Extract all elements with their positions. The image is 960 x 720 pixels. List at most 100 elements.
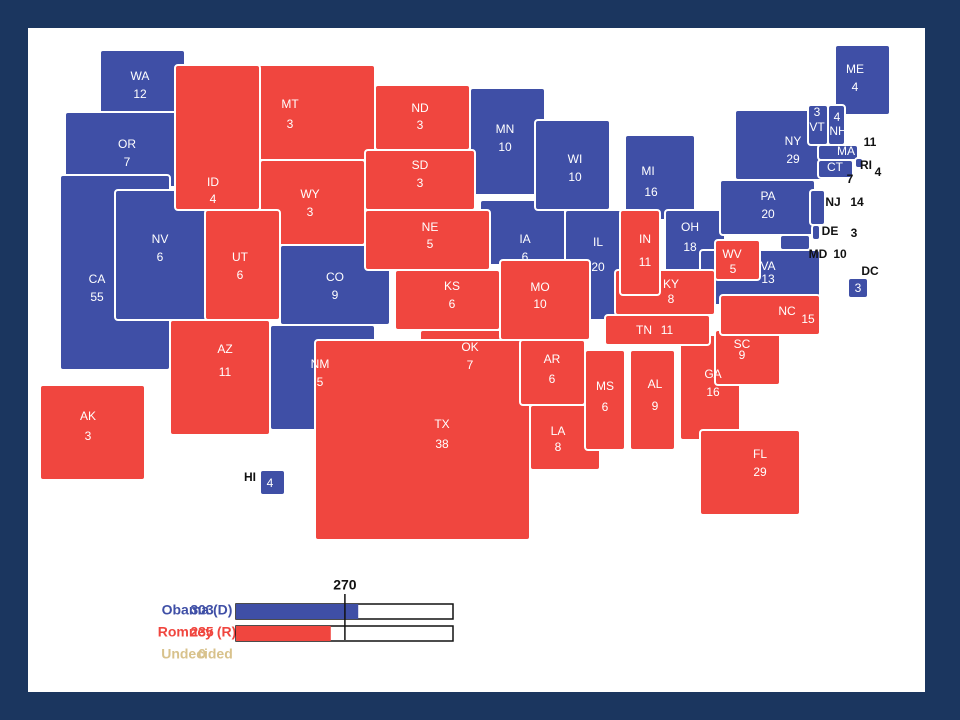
state-votes: 20 [591, 260, 605, 274]
state-shapes [39, 44, 891, 541]
state-abbr: NC [778, 304, 796, 318]
total-bar [236, 626, 331, 641]
state-abbr: DC [861, 264, 879, 278]
state-shape [259, 469, 286, 496]
state-abbr: NV [152, 232, 169, 246]
state-shape [629, 349, 676, 451]
state-abbr: VT [809, 120, 825, 134]
state-shape [719, 294, 821, 336]
state-votes: 55 [90, 290, 104, 304]
state-votes: 11 [639, 255, 652, 269]
state-shape [834, 44, 891, 116]
state-votes: 11 [219, 365, 232, 379]
state-votes: 3 [814, 105, 821, 119]
state-votes: 6 [449, 297, 456, 311]
state-votes: 20 [761, 207, 775, 221]
total-bar [236, 604, 359, 619]
state-votes: 10 [498, 140, 512, 154]
state-abbr: MD [809, 247, 828, 261]
state-abbr: VA [760, 259, 775, 273]
state-abbr: ND [411, 101, 429, 115]
state-shape [699, 429, 801, 516]
state-abbr: PA [760, 189, 775, 203]
state-votes: 14 [850, 195, 864, 209]
state-abbr: NE [422, 220, 439, 234]
state-shape [619, 209, 661, 296]
state-votes: 5 [317, 375, 324, 389]
state-abbr: AR [544, 352, 561, 366]
state-abbr: RI [860, 158, 872, 172]
states: WA12OR7CA55NV6CO9NM5MN10IA6WI10IL20MI16O… [39, 44, 891, 541]
state-shape [204, 209, 281, 321]
state-votes: 3 [855, 281, 862, 295]
state-shape [604, 314, 711, 346]
state-votes: 16 [706, 385, 720, 399]
state-votes: 10 [833, 247, 847, 261]
state-votes: 6 [602, 400, 609, 414]
state-votes: 15 [801, 312, 815, 326]
party-total: 235 [190, 624, 214, 640]
state-abbr: AL [648, 377, 663, 391]
state-abbr: MS [596, 379, 614, 393]
state-votes: 6 [237, 268, 244, 282]
state-votes: 8 [555, 440, 562, 454]
state-votes: 4 [875, 165, 882, 179]
state-abbr: CA [89, 272, 106, 286]
state-abbr: HI [244, 470, 256, 484]
state-votes: 13 [761, 272, 775, 286]
state-shape [169, 319, 271, 436]
party-name: Undecided [161, 646, 233, 662]
state-shape [847, 277, 869, 299]
state-votes: 11 [864, 135, 877, 149]
state-abbr: IN [639, 232, 651, 246]
state-votes: 4 [834, 110, 841, 124]
state-shape [809, 189, 826, 226]
state-abbr: TX [434, 417, 449, 431]
state-votes: 4 [267, 476, 274, 490]
state-votes: 9 [332, 288, 339, 302]
state-abbr: ID [207, 175, 219, 189]
state-shape [779, 234, 811, 251]
state-abbr: WA [131, 69, 150, 83]
state-abbr: NM [311, 357, 330, 371]
state-abbr: GA [704, 367, 721, 381]
state-votes: 6 [522, 250, 529, 264]
state-abbr: MO [530, 280, 549, 294]
state-abbr: OR [118, 137, 136, 151]
state-shape [854, 157, 864, 169]
state-votes: 3 [307, 205, 314, 219]
threshold-label: 270 [333, 577, 357, 593]
state-votes: 4 [852, 80, 859, 94]
state-abbr: LA [551, 424, 566, 438]
state-abbr: SD [412, 158, 429, 172]
state-abbr: WI [568, 152, 583, 166]
state-abbr: KY [663, 277, 679, 291]
state-votes: 3 [85, 429, 92, 443]
state-labels: WA12OR7CA55NV6CO9NM5MN10IA6WI10IL20MI16O… [80, 62, 882, 490]
state-shape [584, 349, 626, 451]
state-shape [811, 224, 821, 241]
state-votes: 7 [124, 155, 131, 169]
state-shape [624, 134, 696, 221]
state-votes: 18 [683, 240, 697, 254]
state-abbr: WY [300, 187, 319, 201]
state-votes: 29 [786, 152, 800, 166]
state-votes: 38 [435, 437, 449, 451]
state-votes: 3 [417, 176, 424, 190]
state-abbr: AK [80, 409, 96, 423]
state-shape [817, 159, 854, 179]
state-abbr: IA [519, 232, 530, 246]
state-abbr: CT [827, 160, 844, 174]
state-votes: 9 [652, 399, 659, 413]
state-shape [714, 239, 761, 281]
state-votes: 6 [157, 250, 164, 264]
state-abbr: DE [822, 224, 839, 238]
state-votes: 7 [847, 172, 854, 186]
party-name: Romney (R) [158, 624, 237, 640]
state-abbr: ME [846, 62, 864, 76]
state-abbr: MT [281, 97, 299, 111]
state-votes: 5 [427, 237, 434, 251]
state-votes: 6 [549, 372, 556, 386]
state-abbr: KS [444, 279, 460, 293]
